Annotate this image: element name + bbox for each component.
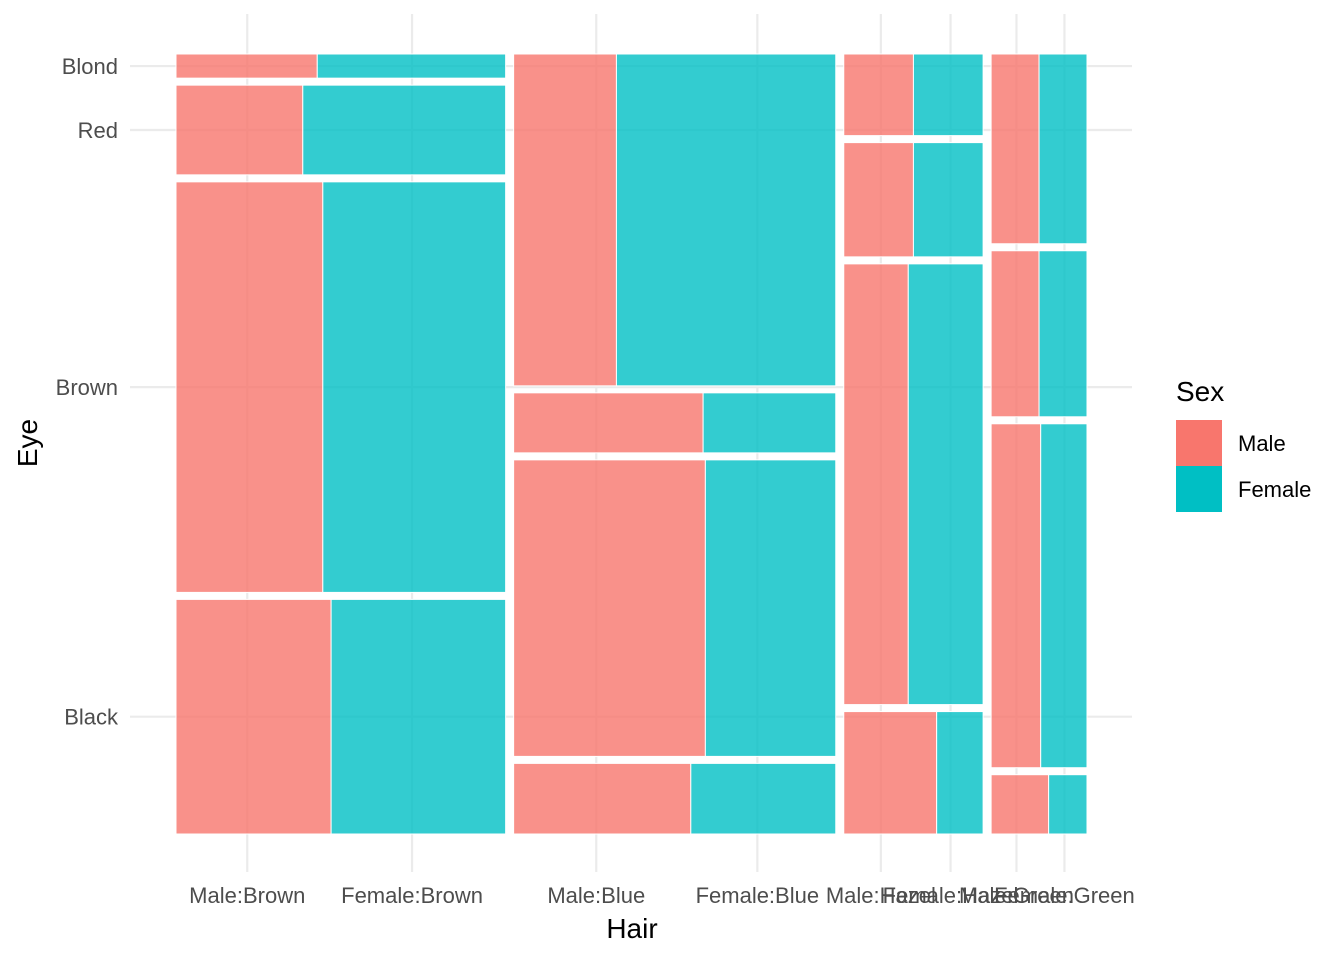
- tile-blue-black-female: [690, 762, 837, 835]
- legend: Sex Male Female: [1176, 376, 1311, 512]
- tile-brown-blond-male: [175, 53, 318, 79]
- tile-blue-brown-female: [704, 459, 837, 757]
- y-tick-label: Black: [64, 705, 119, 730]
- x-tick-label: Female:Blue: [696, 883, 820, 908]
- legend-label-female: Female: [1238, 477, 1311, 502]
- tile-green-brown-male: [990, 423, 1042, 769]
- tile-hazel-blond-female: [912, 53, 984, 137]
- tile-brown-brown-female: [322, 181, 507, 593]
- x-tick-label: Female:Hazel: [883, 883, 1019, 908]
- tile-brown-blond-female: [316, 53, 507, 79]
- x-tick-label: Female:Green: [994, 883, 1135, 908]
- tile-blue-blond-male: [513, 53, 617, 387]
- tile-blue-red-female: [702, 392, 837, 454]
- y-tick-label: Brown: [56, 375, 118, 400]
- y-tick-label: Blond: [62, 54, 118, 79]
- tile-blue-blond-female: [615, 53, 837, 387]
- mosaic-tiles: [175, 53, 1088, 835]
- x-tick-label: Male:Brown: [189, 883, 305, 908]
- tile-hazel-brown-female: [907, 263, 984, 706]
- y-axis-title: Eye: [12, 419, 43, 467]
- tile-green-black-female: [1048, 774, 1088, 835]
- tile-blue-red-male: [513, 392, 704, 454]
- tile-hazel-red-male: [843, 142, 914, 258]
- tile-green-red-male: [990, 250, 1040, 418]
- x-tick-label: Male:Hazel: [826, 883, 936, 908]
- tile-hazel-blond-male: [843, 53, 914, 137]
- x-axis-title: Hair: [606, 913, 657, 944]
- x-axis-ticks: Male:Brown Female:Brown Male:Blue Female:Bl…: [189, 883, 1135, 908]
- tile-brown-black-male: [175, 598, 332, 835]
- tile-hazel-brown-male: [843, 263, 909, 706]
- legend-swatch-female: [1176, 466, 1222, 512]
- tile-green-brown-female: [1040, 423, 1088, 769]
- tile-brown-black-female: [330, 598, 507, 835]
- x-tick-label: Male:Blue: [547, 883, 645, 908]
- tile-brown-red-female: [302, 84, 507, 176]
- legend-title: Sex: [1176, 376, 1224, 407]
- tile-green-black-male: [990, 774, 1050, 835]
- tile-green-blond-male: [990, 53, 1040, 245]
- tile-green-red-female: [1038, 250, 1088, 418]
- legend-swatch-male: [1176, 420, 1222, 466]
- x-tick-label: Male:Green: [959, 883, 1074, 908]
- tile-brown-red-male: [175, 84, 304, 176]
- y-tick-label: Red: [78, 118, 118, 143]
- tile-green-blond-female: [1038, 53, 1088, 245]
- tile-brown-brown-male: [175, 181, 324, 593]
- legend-label-male: Male: [1238, 431, 1286, 456]
- x-tick-label: Female:Brown: [341, 883, 483, 908]
- tile-hazel-red-female: [912, 142, 984, 258]
- tile-blue-black-male: [513, 762, 692, 835]
- y-axis-ticks: Blond Red Brown Black: [56, 54, 119, 730]
- tile-hazel-black-male: [843, 711, 938, 835]
- tile-blue-brown-male: [513, 459, 706, 757]
- tile-hazel-black-female: [936, 711, 984, 835]
